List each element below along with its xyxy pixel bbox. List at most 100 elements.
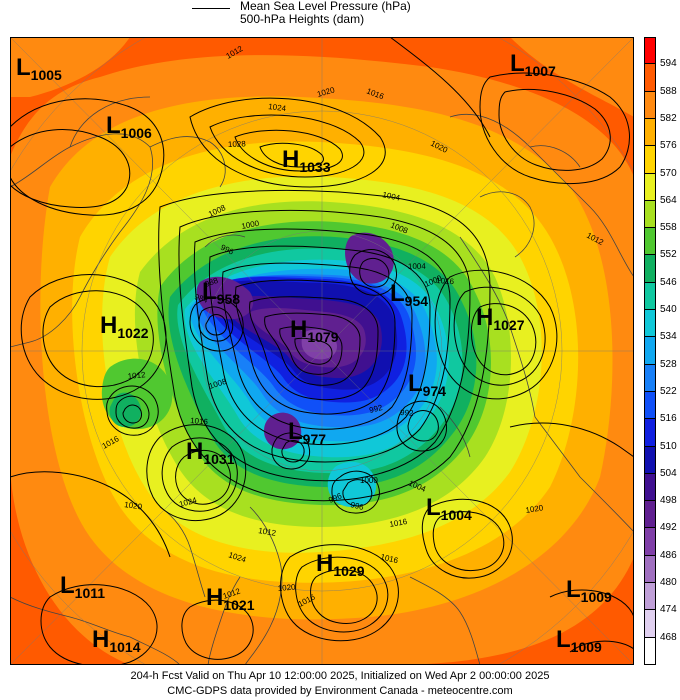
isobar-value-label: 1016 (436, 276, 455, 286)
color-scale-step: 576 (642, 118, 678, 151)
isobar-value-label: 1000 (360, 476, 378, 485)
color-scale-step: 528 (642, 337, 678, 370)
isobar-value-label: 1020 (525, 503, 545, 515)
high-pressure-center: H1022 (100, 312, 149, 341)
isobar-value-label: 1024 (268, 102, 287, 113)
color-scale-label: 468 (660, 631, 677, 643)
color-scale-step: 504 (642, 446, 678, 479)
map-frame (10, 37, 634, 665)
high-pressure-center: H1079 (290, 316, 339, 345)
color-scale-step: 492 (642, 501, 678, 533)
color-scale-step: 582 (642, 91, 678, 124)
low-pressure-center: L1009 (556, 626, 602, 655)
low-pressure-center: L954 (390, 280, 428, 309)
color-scale-step: 594 (642, 37, 678, 69)
color-scale-swatch (644, 91, 656, 119)
color-scale-label: 504 (660, 467, 677, 479)
color-scale-label: 522 (660, 385, 677, 397)
color-scale-swatch (644, 419, 656, 447)
isobar-value-label: 988 (204, 276, 220, 289)
color-scale-swatch (644, 473, 656, 502)
color-scale-step: 486 (642, 528, 678, 561)
low-pressure-center: L958 (202, 278, 240, 307)
color-scale-swatch (644, 228, 656, 256)
color-scale-swatch (644, 200, 656, 229)
legend-line-sample (192, 8, 230, 9)
isobar-value-label: 1012 (127, 370, 146, 381)
color-scale-swatch (644, 364, 656, 392)
isobar-value-label: 1004 (408, 262, 427, 271)
color-scale-label: 534 (660, 331, 677, 343)
color-scale-label: 492 (660, 522, 677, 534)
color-scale-swatch (644, 310, 656, 338)
color-scale-step: 534 (642, 310, 678, 342)
color-scale-label: 552 (660, 249, 677, 261)
data-credit-text: CMC-GDPS data provided by Environment Ca… (167, 685, 513, 697)
color-scale-label: 546 (660, 276, 677, 288)
color-scale-swatch (644, 282, 656, 311)
high-pressure-center: H1029 (316, 550, 365, 579)
color-scale-swatch (644, 173, 656, 201)
color-scale-label: 588 (660, 85, 677, 97)
low-pressure-center: L974 (408, 370, 446, 399)
color-scale-swatch (644, 583, 656, 611)
color-scale-label: 582 (660, 112, 677, 124)
height-field (10, 37, 634, 665)
color-scale-label: 480 (660, 577, 677, 589)
forecast-valid-text: 204-h Fcst Valid on Thu Apr 10 12:00:00 … (130, 670, 550, 682)
high-pressure-center: H1014 (92, 626, 141, 655)
color-scale-label: 564 (660, 194, 677, 206)
isobar-value-label: 1020 (277, 582, 296, 593)
color-scale-label: 540 (660, 304, 677, 316)
color-scale-step: 540 (642, 282, 678, 315)
color-scale-step: 552 (642, 228, 678, 260)
color-scale-label: 474 (660, 604, 677, 616)
isobar-value-label: 1004 (382, 190, 402, 203)
high-pressure-center: H1031 (186, 438, 235, 467)
low-pressure-center: L1006 (106, 112, 152, 141)
color-scale-label: 486 (660, 549, 677, 561)
low-pressure-center: L1004 (426, 494, 472, 523)
color-scale-swatch (644, 555, 656, 584)
color-scale-label: 498 (660, 495, 677, 507)
color-scale-label: 594 (660, 58, 677, 70)
color-scale-step: 588 (642, 64, 678, 97)
color-scale-swatch (644, 146, 656, 174)
isobar-value-label: 1016 (380, 552, 400, 565)
high-pressure-center: H1033 (282, 146, 331, 175)
isobar-value-label: 1016 (190, 416, 209, 427)
color-scale-swatch (644, 255, 656, 283)
color-scale-swatch (644, 118, 656, 147)
color-scale-swatch (644, 64, 656, 92)
legend-heights-label: 500-hPa Heights (dam) (240, 12, 365, 26)
color-scale-swatch (644, 446, 656, 474)
color-scale-step: 498 (642, 473, 678, 506)
color-scale-swatch (644, 528, 656, 556)
color-scale-label: 516 (660, 413, 677, 425)
color-scale-step: 480 (642, 555, 678, 588)
isobar-value-label: 996 (350, 500, 366, 512)
color-scale-label: 570 (660, 167, 677, 179)
color-scale-swatch (644, 337, 656, 365)
high-pressure-center: H1027 (476, 304, 525, 333)
pressure-centers: L1005 L1007 L1006 H1033 L958 L954 H1079 H1022 H1… (16, 50, 612, 655)
isobar-value-label: 992 (400, 408, 414, 418)
color-scale-step: 474 (642, 583, 678, 615)
low-pressure-center: L1005 (16, 54, 62, 83)
color-scale-step (642, 637, 678, 665)
low-pressure-center: L1007 (510, 50, 556, 79)
color-scale-step: 522 (642, 364, 678, 397)
color-scale-swatch (644, 37, 656, 65)
color-scale-label: 528 (660, 358, 677, 370)
color-scale-step: 546 (642, 255, 678, 288)
color-scale-step: 516 (642, 391, 678, 424)
legend-header: Mean Sea Level Pressure (hPa) 500-hPa He… (0, 0, 680, 36)
isobar-value-label: 992 (368, 403, 384, 415)
color-scale: 594 588 582 576 570 564 558 552 546 540 534 528 522 5… (642, 37, 678, 665)
isobar-value-label: 984 (193, 292, 209, 305)
color-scale-step: 468 (642, 610, 678, 643)
color-scale-label: 576 (660, 140, 677, 152)
color-scale-label: 510 (660, 440, 677, 452)
isobar-value-label: 1028 (228, 139, 247, 149)
